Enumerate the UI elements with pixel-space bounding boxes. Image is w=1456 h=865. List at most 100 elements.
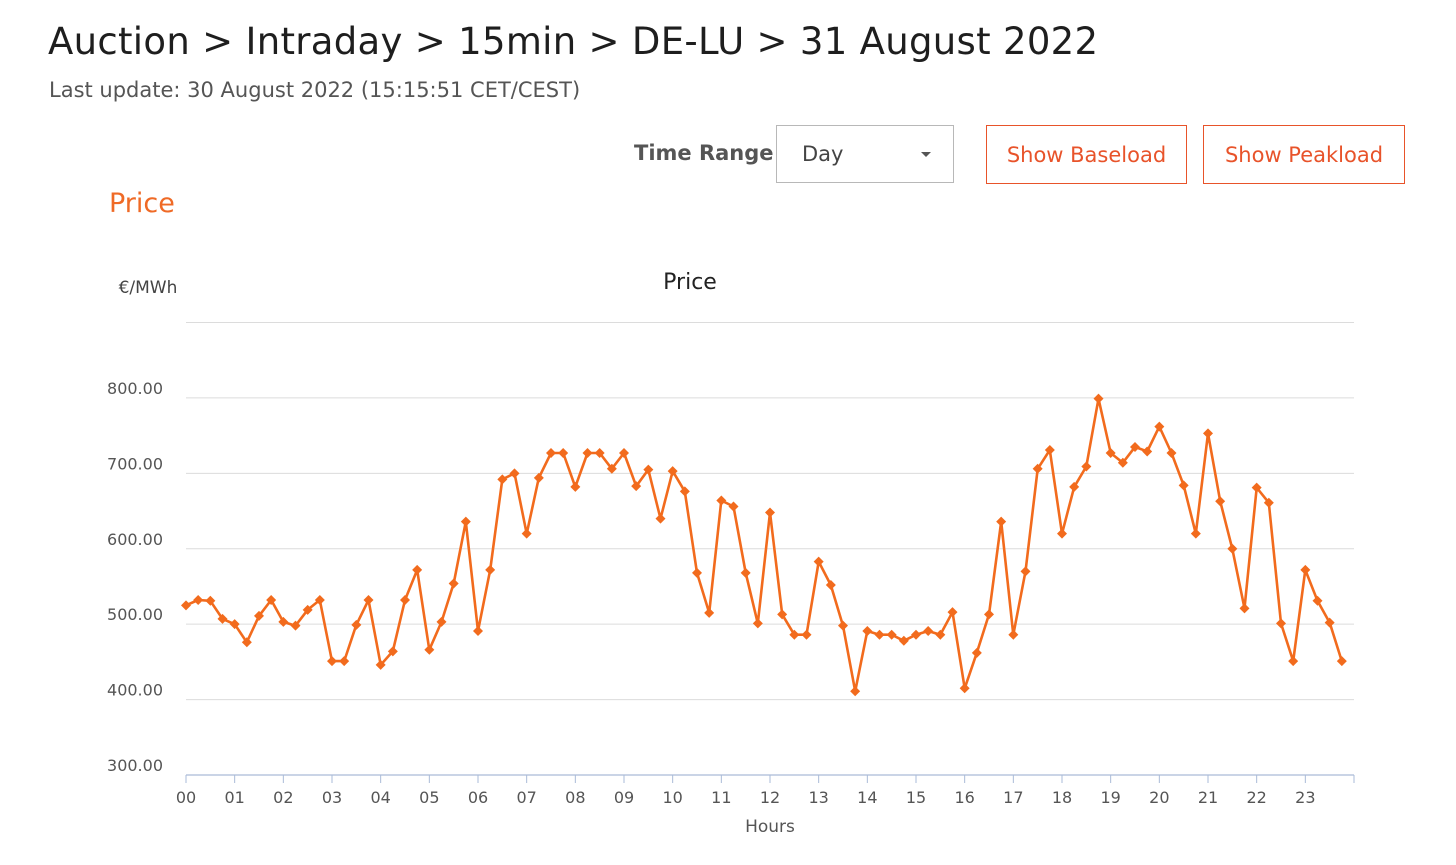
breadcrumb: Auction > Intraday > 15min > DE-LU > 31 …: [48, 20, 1099, 63]
data-point: [205, 595, 216, 606]
data-point: [692, 567, 702, 578]
data-point: [1239, 603, 1250, 614]
data-point: [546, 447, 556, 458]
x-tick-label: 20: [1149, 788, 1169, 807]
data-point: [351, 619, 362, 630]
y-tick-label: 400.00: [107, 681, 163, 700]
data-point: [181, 600, 191, 611]
last-update-text: Last update: 30 August 2022 (15:15:51 CE…: [49, 78, 581, 102]
data-point: [314, 595, 325, 606]
data-point: [497, 474, 508, 485]
data-point: [254, 610, 264, 621]
data-point: [1069, 481, 1080, 492]
y-tick-labels: 300.00 400.00 500.00 600.00 700.00 800.00: [107, 379, 163, 775]
data-point: [485, 564, 496, 575]
data-point: [716, 495, 727, 506]
data-point: [424, 644, 435, 655]
x-tick-label: 12: [760, 788, 780, 807]
x-tick-label: 02: [273, 788, 293, 807]
data-point: [193, 595, 204, 606]
data-point: [984, 609, 994, 620]
data-point: [1117, 457, 1128, 468]
data-point: [473, 625, 483, 636]
data-point: [1057, 528, 1067, 539]
data-point: [533, 472, 544, 483]
data-point: [935, 629, 946, 640]
data-point: [1105, 447, 1116, 458]
data-point: [1227, 543, 1238, 554]
data-point: [1324, 617, 1335, 628]
x-tick-label: 14: [857, 788, 877, 807]
data-point: [1263, 497, 1274, 508]
data-point: [631, 481, 642, 492]
data-point: [874, 629, 885, 640]
data-point: [558, 447, 569, 458]
data-point: [898, 635, 909, 646]
data-point: [765, 507, 775, 518]
data-point: [339, 656, 350, 667]
data-point: [387, 646, 398, 657]
y-tick-label: 300.00: [107, 756, 163, 775]
y-axis-unit-label: €/MWh: [119, 278, 178, 298]
data-point: [1190, 528, 1201, 539]
time-range-label: Time Range: [634, 141, 774, 165]
data-point: [813, 556, 824, 567]
time-range-select[interactable]: Day: [776, 125, 954, 183]
x-tick-label: 22: [1246, 788, 1266, 807]
data-point: [327, 656, 337, 667]
data-point: [521, 528, 532, 539]
data-point: [728, 501, 739, 512]
data-point: [400, 595, 410, 606]
data-point: [1336, 656, 1347, 667]
data-point: [838, 620, 848, 631]
show-baseload-button[interactable]: Show Baseload: [986, 125, 1187, 184]
y-tick-label: 500.00: [107, 605, 163, 624]
data-point: [1130, 441, 1140, 452]
x-axis-label: Hours: [745, 817, 795, 837]
data-point: [1166, 447, 1177, 458]
data-point: [448, 578, 459, 589]
x-tick-label: 08: [565, 788, 585, 807]
x-tick-label: 16: [954, 788, 974, 807]
data-point: [862, 625, 873, 636]
data-point: [1093, 393, 1104, 404]
x-tick-label: 13: [808, 788, 828, 807]
data-point: [1154, 421, 1165, 432]
data-point: [266, 595, 277, 606]
data-point: [509, 468, 520, 479]
data-point: [375, 659, 386, 670]
y-tick-label: 700.00: [107, 454, 163, 473]
y-tick-label: 800.00: [107, 379, 163, 398]
x-tick-label: 15: [906, 788, 926, 807]
data-point: [825, 579, 836, 590]
data-point: [655, 513, 666, 524]
data-point: [217, 613, 228, 624]
x-tick-label: 00: [176, 788, 196, 807]
data-point: [290, 620, 301, 631]
data-point: [1020, 566, 1031, 577]
data-point: [1288, 656, 1299, 667]
data-point: [886, 629, 897, 640]
data-point: [971, 647, 982, 658]
x-tick-label: 01: [224, 788, 244, 807]
data-point: [1008, 629, 1019, 640]
data-point: [302, 604, 313, 615]
data-point: [229, 619, 240, 630]
data-point: [959, 683, 970, 694]
price-series: [181, 393, 1347, 697]
x-tick-label: 23: [1295, 788, 1315, 807]
show-peakload-button[interactable]: Show Peakload: [1203, 125, 1405, 184]
x-tick-label: 03: [322, 788, 342, 807]
x-tick-label: 21: [1198, 788, 1218, 807]
grid-lines: [186, 322, 1354, 701]
data-point: [606, 463, 617, 474]
x-tick-label: 19: [1100, 788, 1120, 807]
data-point: [363, 595, 374, 606]
data-point: [911, 629, 921, 640]
data-point: [1044, 444, 1055, 455]
data-point: [850, 686, 861, 697]
data-point: [947, 607, 958, 618]
x-tick-label: 09: [614, 788, 634, 807]
data-point: [619, 447, 629, 458]
data-point: [704, 607, 715, 618]
